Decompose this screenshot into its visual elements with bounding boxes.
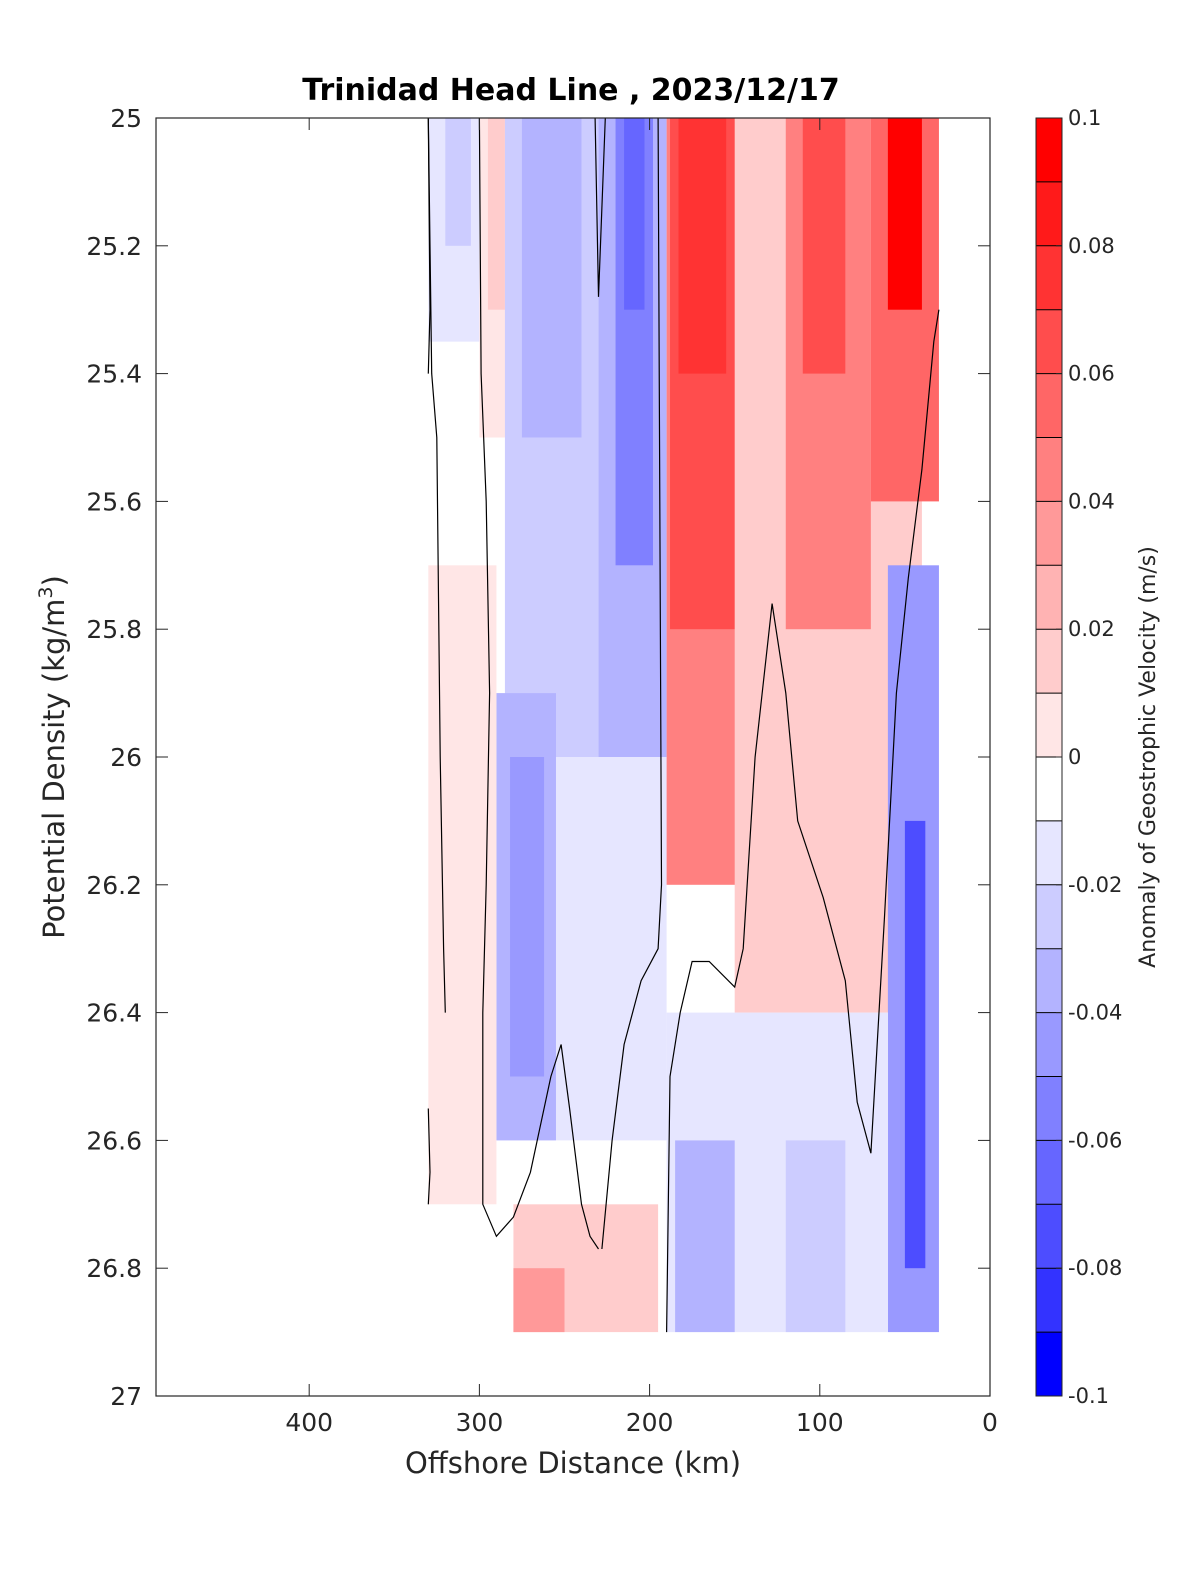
y-tick-label: 26.2	[86, 871, 142, 900]
colorbar-swatch	[1036, 309, 1062, 375]
y-axis: 25 25.2 25.4 25.6 25.8 26 26.2 26.4 26.6 26.8 27	[86, 104, 990, 1411]
y-tick-label: 26.4	[86, 999, 142, 1028]
x-tick-label: 200	[626, 1408, 674, 1437]
colorbar-swatch	[1036, 181, 1062, 247]
x-axis: 400 300 200 100 0	[285, 118, 998, 1437]
colorbar-tick-label: 0.1	[1068, 106, 1101, 130]
y-tick-label: 25.4	[86, 360, 142, 389]
colorbar-tick-label: 0.04	[1068, 489, 1115, 513]
zero-contours	[427, 118, 940, 1333]
contour-330-main	[427, 118, 446, 1013]
band-red-core-175	[678, 118, 727, 374]
band-blue-core-270	[510, 757, 545, 1077]
x-tick-label: 0	[982, 1408, 998, 1437]
y-axis-label-sup: 3	[35, 586, 57, 598]
y-axis-label: Potential Density (kg/m3)	[35, 575, 71, 939]
band-pink-deep-core	[513, 1268, 565, 1333]
colorbar-tick-label: 0	[1068, 745, 1081, 769]
colorbar-tick-label: -0.04	[1068, 1001, 1122, 1025]
colorbar-swatch	[1036, 501, 1062, 566]
contour-230	[594, 118, 606, 297]
chart-title: Trinidad Head Line , 2023/12/17	[302, 73, 839, 108]
contour-300	[478, 118, 599, 1250]
band-pink-core-290	[487, 118, 505, 310]
y-tick-label: 27	[110, 1382, 142, 1411]
y-tick-label: 25.2	[86, 232, 142, 261]
colorbar-tick-label: -0.02	[1068, 873, 1122, 897]
band-blue-deep-100	[785, 1140, 846, 1333]
band-blue-core-shelf	[904, 820, 926, 1269]
colorbar-swatch	[1036, 1268, 1062, 1333]
contour-195	[601, 118, 663, 1250]
colorbar-swatch	[1036, 437, 1062, 502]
colorbar-swatch	[1036, 1332, 1062, 1397]
colorbar-tick-label: 0.02	[1068, 617, 1115, 641]
y-tick-label: 26.8	[86, 1254, 142, 1283]
colorbar-swatch	[1036, 629, 1062, 694]
colorbar-tick-label: -0.1	[1068, 1384, 1109, 1408]
colorbar: 0.1 0.08 0.06 0.04 0.02 0 -0.02 -0.04 -0.06 -0.08…	[1035, 106, 1122, 1408]
colorbar-swatch	[1036, 693, 1062, 758]
contour-190	[666, 309, 940, 1333]
y-tick-label: 26.6	[86, 1126, 142, 1155]
band-blue-deep-170	[675, 1140, 735, 1333]
y-axis-label-close: )	[37, 575, 71, 586]
band-red-core-100	[802, 118, 846, 374]
colorbar-tick-label: 0.06	[1068, 362, 1115, 386]
colorbar-swatch	[1036, 757, 1062, 822]
colorbar-swatch	[1036, 948, 1062, 1014]
band-blue-deep-210	[624, 118, 645, 310]
colorbar-swatch	[1036, 1012, 1062, 1077]
colorbar-tick-label: -0.06	[1068, 1128, 1122, 1152]
colorbar-swatch	[1036, 118, 1062, 183]
colorbar-swatch	[1036, 565, 1062, 630]
colorbar-swatch	[1036, 884, 1062, 950]
colorbar-label: Anomaly of Geostrophic Velocity (m/s)	[1136, 546, 1161, 968]
y-tick-label: 26	[110, 743, 142, 772]
contour-330-lower	[427, 1108, 431, 1205]
colorbar-swatch	[1036, 1204, 1062, 1269]
band-red-core-50	[887, 118, 922, 310]
y-tick-label: 25.6	[86, 487, 142, 516]
colorbar-swatch	[1036, 245, 1062, 311]
colorbar-swatch	[1036, 1076, 1062, 1141]
x-axis-label: Offshore Distance (km)	[405, 1446, 741, 1480]
y-tick-label: 25.8	[86, 615, 142, 644]
contour-bands	[428, 118, 939, 1333]
x-tick-label: 300	[456, 1408, 504, 1437]
colorbar-swatch	[1036, 820, 1062, 886]
colorbar-tick-label: 0.08	[1068, 234, 1115, 258]
x-tick-label: 400	[285, 1408, 333, 1437]
band-blue-band-200	[555, 757, 667, 1141]
y-tick-label: 25	[110, 104, 142, 133]
y-axis-label-main: Potential Density (kg/m	[37, 599, 71, 939]
x-tick-label: 100	[796, 1408, 844, 1437]
colorbar-swatch	[1036, 373, 1062, 438]
colorbar-swatch	[1036, 1140, 1062, 1205]
band-blue-core-315	[445, 118, 471, 246]
colorbar-tick-label: -0.08	[1068, 1256, 1122, 1280]
band-blue-core-255	[521, 118, 582, 438]
